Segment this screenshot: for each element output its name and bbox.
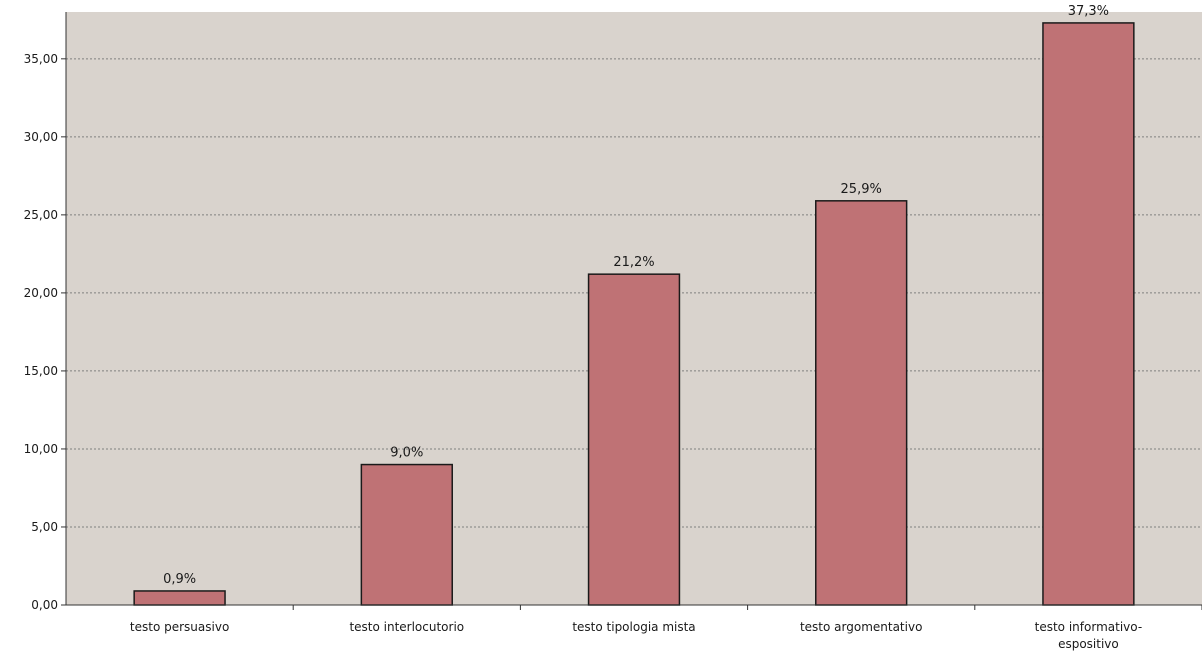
axes: 0,00 5,00 10,00 15,00 20,00 25,00 30,00 35,00 te… xyxy=(24,12,1202,651)
bar-2 xyxy=(587,273,681,606)
data-label-4: 37,3% xyxy=(1068,4,1109,19)
bars xyxy=(133,22,1135,606)
bar-3 xyxy=(815,200,908,606)
x-category-label-4-line-1: espositivo xyxy=(1058,637,1119,651)
y-tick-label-1: 5,00 xyxy=(31,520,58,534)
y-tick-label-0: 0,00 xyxy=(31,598,58,612)
x-category-label-0: testo persuasivo xyxy=(130,620,229,634)
data-labels: 0,9% 9,0% 21,2% 25,9% 37,3% xyxy=(163,4,1109,587)
y-tick-label-5: 25,00 xyxy=(24,208,58,222)
x-category-label-3: testo argomentativo xyxy=(800,620,922,634)
y-tick-label-4: 20,00 xyxy=(24,286,58,300)
y-tick-label-2: 10,00 xyxy=(24,442,58,456)
x-category-label-4-line-0: testo informativo- xyxy=(1035,620,1143,634)
y-tick-label-7: 35,00 xyxy=(24,52,58,66)
bar-1 xyxy=(360,463,453,606)
x-category-label-2: testo tipologia mista xyxy=(572,620,695,634)
x-category-label-1: testo interlocutorio xyxy=(349,620,464,634)
data-label-2: 21,2% xyxy=(613,255,654,270)
data-label-3: 25,9% xyxy=(841,182,882,197)
bar-0 xyxy=(133,590,226,606)
data-label-1: 9,0% xyxy=(390,446,423,461)
y-tick-label-6: 30,00 xyxy=(24,130,58,144)
y-tick-label-3: 15,00 xyxy=(24,364,58,378)
data-label-0: 0,9% xyxy=(163,572,196,587)
bar-4 xyxy=(1042,22,1135,606)
